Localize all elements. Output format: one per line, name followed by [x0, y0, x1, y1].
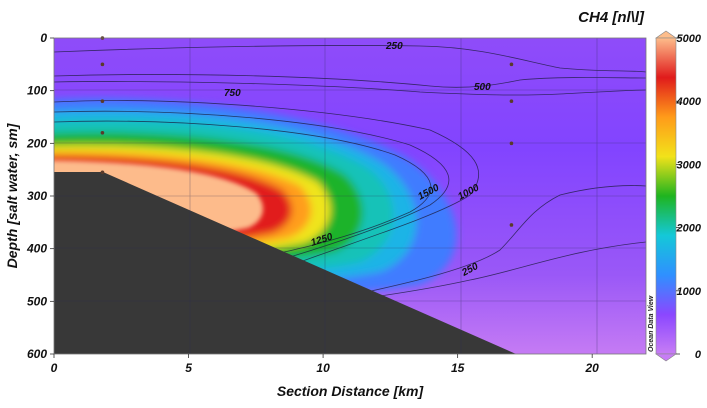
colorbar-bottom-cap: [655, 353, 677, 362]
contour-label: 250: [385, 41, 403, 52]
contour-1250: [54, 110, 450, 261]
colorbar-bar: [655, 37, 677, 355]
colorbar: CH4 [nl\l] 0 1000 2000 3000 4000 5000: [578, 9, 702, 362]
grid: [54, 38, 646, 354]
y-axis: 0 100 200 300 400 500 600: [26, 31, 54, 361]
seafloor: [54, 172, 516, 354]
colorbar-tick-label: 0: [695, 349, 702, 361]
x-tick-label: 5: [185, 361, 192, 375]
y-tick-label: 0: [40, 31, 47, 45]
colorbar-tick-label: 4000: [676, 96, 702, 108]
colorbar-tick-label: 3000: [677, 159, 702, 171]
ocean-data-view-watermark: Ocean Data View: [648, 295, 655, 352]
colorbar-top-cap: [655, 30, 677, 39]
contour-1500: [54, 120, 432, 256]
contour-1000: [54, 100, 480, 263]
sample-point: [509, 99, 514, 103]
y-tick-label: 400: [26, 242, 47, 256]
sample-point: [509, 62, 514, 67]
sample-point: [100, 62, 105, 67]
contour-750: [54, 81, 646, 96]
sample-point: [100, 131, 105, 135]
y-tick-label: 500: [27, 294, 47, 308]
contour-500: [54, 74, 646, 88]
sample-point: [100, 99, 105, 103]
x-tick-label: 20: [585, 361, 600, 375]
contour-500-lower: [329, 185, 646, 301]
x-axis: 0 5 10 15 20: [51, 354, 600, 375]
sample-point: [100, 170, 105, 175]
contour-label: 500: [474, 82, 491, 93]
y-tick-label: 100: [27, 84, 47, 98]
x-tick-label: 15: [451, 361, 465, 375]
contour-250-upper: [54, 45, 646, 73]
y-tick-label: 200: [26, 136, 47, 150]
colorbar-ticks: 0 1000 2000 3000 4000 5000: [676, 33, 702, 361]
x-tick-label: 10: [316, 361, 330, 375]
station-points: [100, 36, 514, 227]
sample-point: [509, 141, 514, 146]
colorbar-title: CH4 [nl\l]: [578, 9, 645, 26]
colorbar-tick-label: 2000: [676, 223, 702, 235]
plot-area: [54, 38, 646, 354]
y-tick-label: 600: [27, 347, 47, 361]
contour-label: 750: [224, 88, 241, 99]
contour-lines: [54, 45, 646, 331]
x-tick-label: 0: [51, 361, 58, 375]
colorbar-tick-label: 5000: [677, 33, 702, 45]
sample-point: [509, 223, 514, 227]
y-tick-label: 300: [27, 189, 47, 203]
x-axis-title: Section Distance [km]: [277, 383, 425, 399]
y-axis-title: Depth [salt water, sm]: [4, 122, 20, 268]
colorbar-tick-label: 1000: [677, 286, 702, 298]
